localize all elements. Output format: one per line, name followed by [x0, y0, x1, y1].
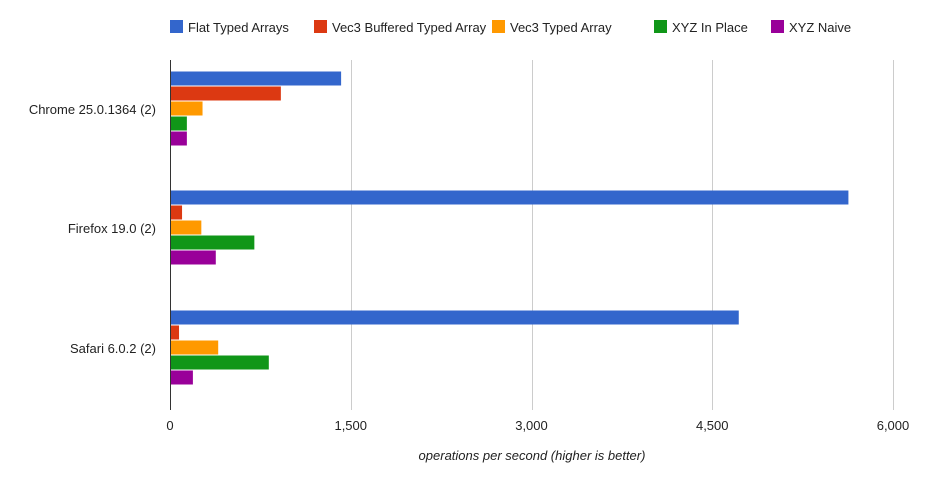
x-tick-label: 3,000 — [515, 418, 548, 433]
legend: Flat Typed Arrays Vec3 Buffered Typed Arr… — [170, 20, 851, 35]
bar — [171, 370, 193, 385]
bar — [171, 101, 203, 116]
category-label: Safari 6.0.2 (2) — [70, 341, 156, 356]
axes: 0 1,500 3,000 4,500 6,000 Chrome 25.0.1364 (2… — [29, 60, 909, 433]
gridlines — [351, 60, 894, 410]
bar — [171, 220, 202, 235]
bar — [171, 250, 216, 265]
legend-label: Vec3 Typed Array — [510, 20, 612, 35]
legend-label: Vec3 Buffered Typed Array — [332, 20, 487, 35]
bar — [171, 355, 269, 370]
bar — [171, 131, 187, 146]
bar — [171, 71, 342, 86]
bar — [171, 116, 187, 131]
bar — [171, 190, 849, 205]
legend-swatch — [654, 20, 667, 33]
x-tick-label: 0 — [166, 418, 173, 433]
x-tick-label: 6,000 — [877, 418, 910, 433]
bars — [171, 71, 849, 385]
legend-swatch — [492, 20, 505, 33]
bar — [171, 325, 180, 340]
x-axis-title: operations per second (higher is better) — [419, 448, 646, 463]
bar — [171, 86, 281, 101]
legend-label: Flat Typed Arrays — [188, 20, 289, 35]
legend-swatch — [771, 20, 784, 33]
category-label: Chrome 25.0.1364 (2) — [29, 102, 156, 117]
bar — [171, 205, 183, 220]
legend-swatch — [314, 20, 327, 33]
bar — [171, 310, 739, 325]
x-tick-label: 4,500 — [696, 418, 729, 433]
x-tick-label: 1,500 — [334, 418, 367, 433]
legend-label: XYZ In Place — [672, 20, 748, 35]
legend-label: XYZ Naive — [789, 20, 851, 35]
bar — [171, 340, 219, 355]
category-label: Firefox 19.0 (2) — [68, 221, 156, 236]
bar — [171, 235, 255, 250]
legend-swatch — [170, 20, 183, 33]
